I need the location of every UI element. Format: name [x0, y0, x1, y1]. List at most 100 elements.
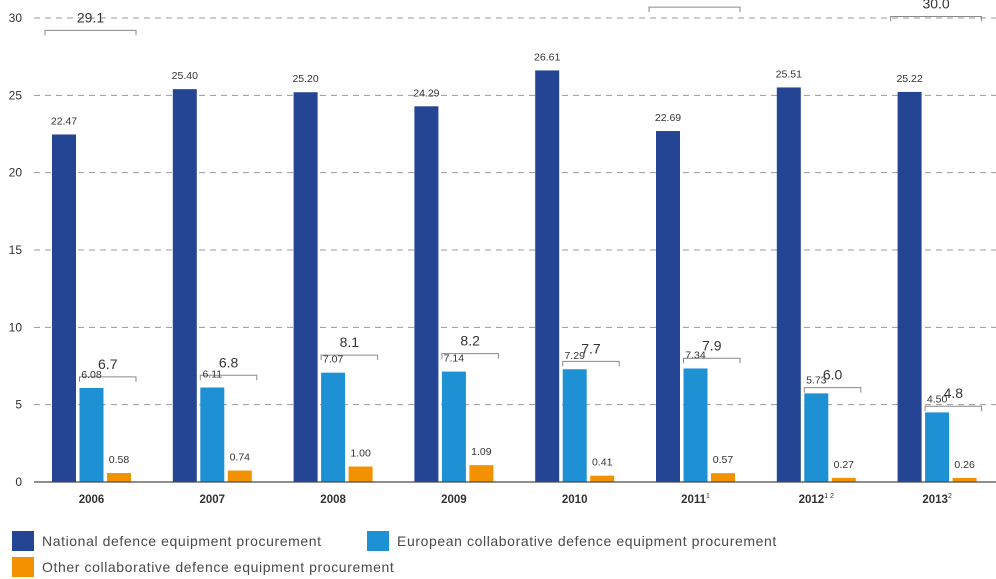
y-axis: 0 5 10 15 20 25 30 — [9, 11, 23, 489]
bar — [172, 89, 197, 482]
data-label: 1.00 — [350, 448, 371, 460]
x-tick-label: 20132 — [922, 493, 952, 506]
bar — [711, 473, 735, 482]
data-label: 25.20 — [292, 73, 318, 85]
y-tick-label: 30 — [9, 11, 23, 25]
x-tick-label: 20111 — [681, 493, 710, 506]
data-label: 7.29 — [564, 350, 585, 362]
collaborative-bracket-line — [683, 357, 741, 364]
x-tick-label: 2009 — [441, 494, 467, 506]
total-bracket-line — [890, 15, 983, 22]
data-label: 26.61 — [534, 51, 560, 63]
data-label: 7.07 — [323, 354, 344, 366]
bar — [469, 465, 494, 482]
bar — [107, 473, 131, 482]
collaborative-bracket-line — [562, 360, 620, 367]
bar — [227, 470, 252, 482]
collaborative-bracket-line — [320, 354, 379, 361]
legend-swatch-other — [12, 557, 34, 577]
total-bracket-label: 30.6 — [681, 0, 708, 2]
bar — [321, 372, 346, 482]
total-brackets — [44, 6, 983, 412]
x-tick-superscript: 1 2 — [824, 493, 834, 500]
data-label: 5.73 — [806, 374, 827, 386]
y-tick-label: 20 — [9, 166, 23, 180]
bar — [656, 131, 680, 482]
x-axis: 2006 2007 2008 2009 2010 20111 20121 2 20132 — [34, 481, 996, 506]
x-tick-label: 20121 2 — [799, 493, 834, 506]
data-label: 4.50 — [927, 393, 948, 405]
x-tick-superscript: 1 — [706, 493, 710, 500]
collaborative-bracket-line — [199, 374, 258, 381]
collaborative-bracket-line — [803, 387, 862, 393]
collaborative-bracket-label: 4.8 — [944, 385, 964, 401]
y-tick-label: 0 — [15, 475, 22, 489]
legend-swatch-european — [367, 531, 389, 551]
total-bracket-label: 29.1 — [77, 9, 104, 25]
collaborative-bracket-label: 6.8 — [219, 354, 239, 370]
data-label: 24.29 — [413, 87, 439, 99]
bar — [804, 393, 829, 482]
legend-item-other: Other collaborative defence equipment pr… — [12, 556, 394, 578]
legend-swatch-national — [12, 531, 34, 551]
data-label: 25.40 — [172, 70, 198, 82]
total-bracket-label: 30.0 — [922, 0, 949, 11]
total-bracket-line — [44, 29, 137, 36]
bar — [590, 475, 615, 482]
y-tick-label: 15 — [9, 243, 23, 257]
collaborative-bracket-label: 6.0 — [823, 367, 843, 383]
bar — [293, 92, 318, 483]
bar — [348, 466, 373, 482]
data-label: 22.47 — [51, 115, 77, 127]
y-tick-label: 5 — [15, 398, 22, 412]
bars — [52, 70, 977, 483]
data-label: 7.14 — [444, 353, 465, 365]
bar — [776, 87, 801, 482]
data-label: 0.27 — [834, 459, 855, 471]
data-label: 22.69 — [655, 112, 681, 124]
bar — [925, 412, 950, 482]
legend: National defence equipment procurement E… — [12, 530, 992, 579]
data-labels: 22.47 25.40 25.20 24.29 26.61 22.69 25.51 25.22… — [51, 0, 975, 471]
legend-item-national: National defence equipment procurement — [12, 530, 322, 552]
legend-label-european: European collaborative defence equipment… — [397, 533, 777, 549]
bar — [441, 371, 466, 482]
legend-label-national: National defence equipment procurement — [42, 533, 322, 549]
data-label: 0.74 — [230, 452, 251, 464]
data-label: 1.09 — [471, 446, 492, 458]
collaborative-bracket-label: 8.2 — [460, 333, 480, 349]
data-label: 0.57 — [713, 454, 734, 466]
bar — [535, 70, 560, 482]
bar — [79, 387, 104, 482]
x-tick-label: 2010 — [562, 494, 588, 506]
bar — [952, 477, 977, 482]
data-label: 0.58 — [109, 454, 130, 466]
data-label: 7.34 — [685, 349, 706, 361]
collaborative-bracket-label: 6.7 — [98, 356, 118, 372]
x-tick-label: 2008 — [320, 494, 346, 506]
legend-item-european: European collaborative defence equipment… — [367, 530, 777, 552]
x-tick-label: 2006 — [79, 494, 105, 506]
collaborative-bracket-label: 7.9 — [702, 337, 722, 353]
data-label: 25.51 — [776, 68, 802, 80]
y-tick-label: 25 — [9, 88, 23, 102]
collaborative-bracket-line — [79, 376, 137, 382]
bar — [414, 106, 439, 482]
bar — [562, 369, 587, 482]
data-label: 0.41 — [592, 457, 613, 469]
collaborative-bracket-label: 8.1 — [340, 334, 360, 350]
data-label: 25.22 — [896, 73, 922, 85]
bar — [897, 91, 922, 482]
x-tick-superscript: 2 — [948, 493, 952, 500]
collaborative-bracket-line — [924, 405, 983, 412]
collaborative-bracket-line — [441, 353, 499, 359]
data-label: 6.11 — [202, 368, 222, 380]
y-tick-label: 10 — [9, 320, 23, 334]
x-tick-label: 2007 — [200, 494, 226, 506]
data-label: 6.08 — [81, 369, 102, 381]
data-label: 0.26 — [954, 459, 975, 471]
bar — [52, 134, 76, 483]
collaborative-bracket-label: 7.7 — [581, 340, 601, 356]
bar — [831, 477, 856, 482]
